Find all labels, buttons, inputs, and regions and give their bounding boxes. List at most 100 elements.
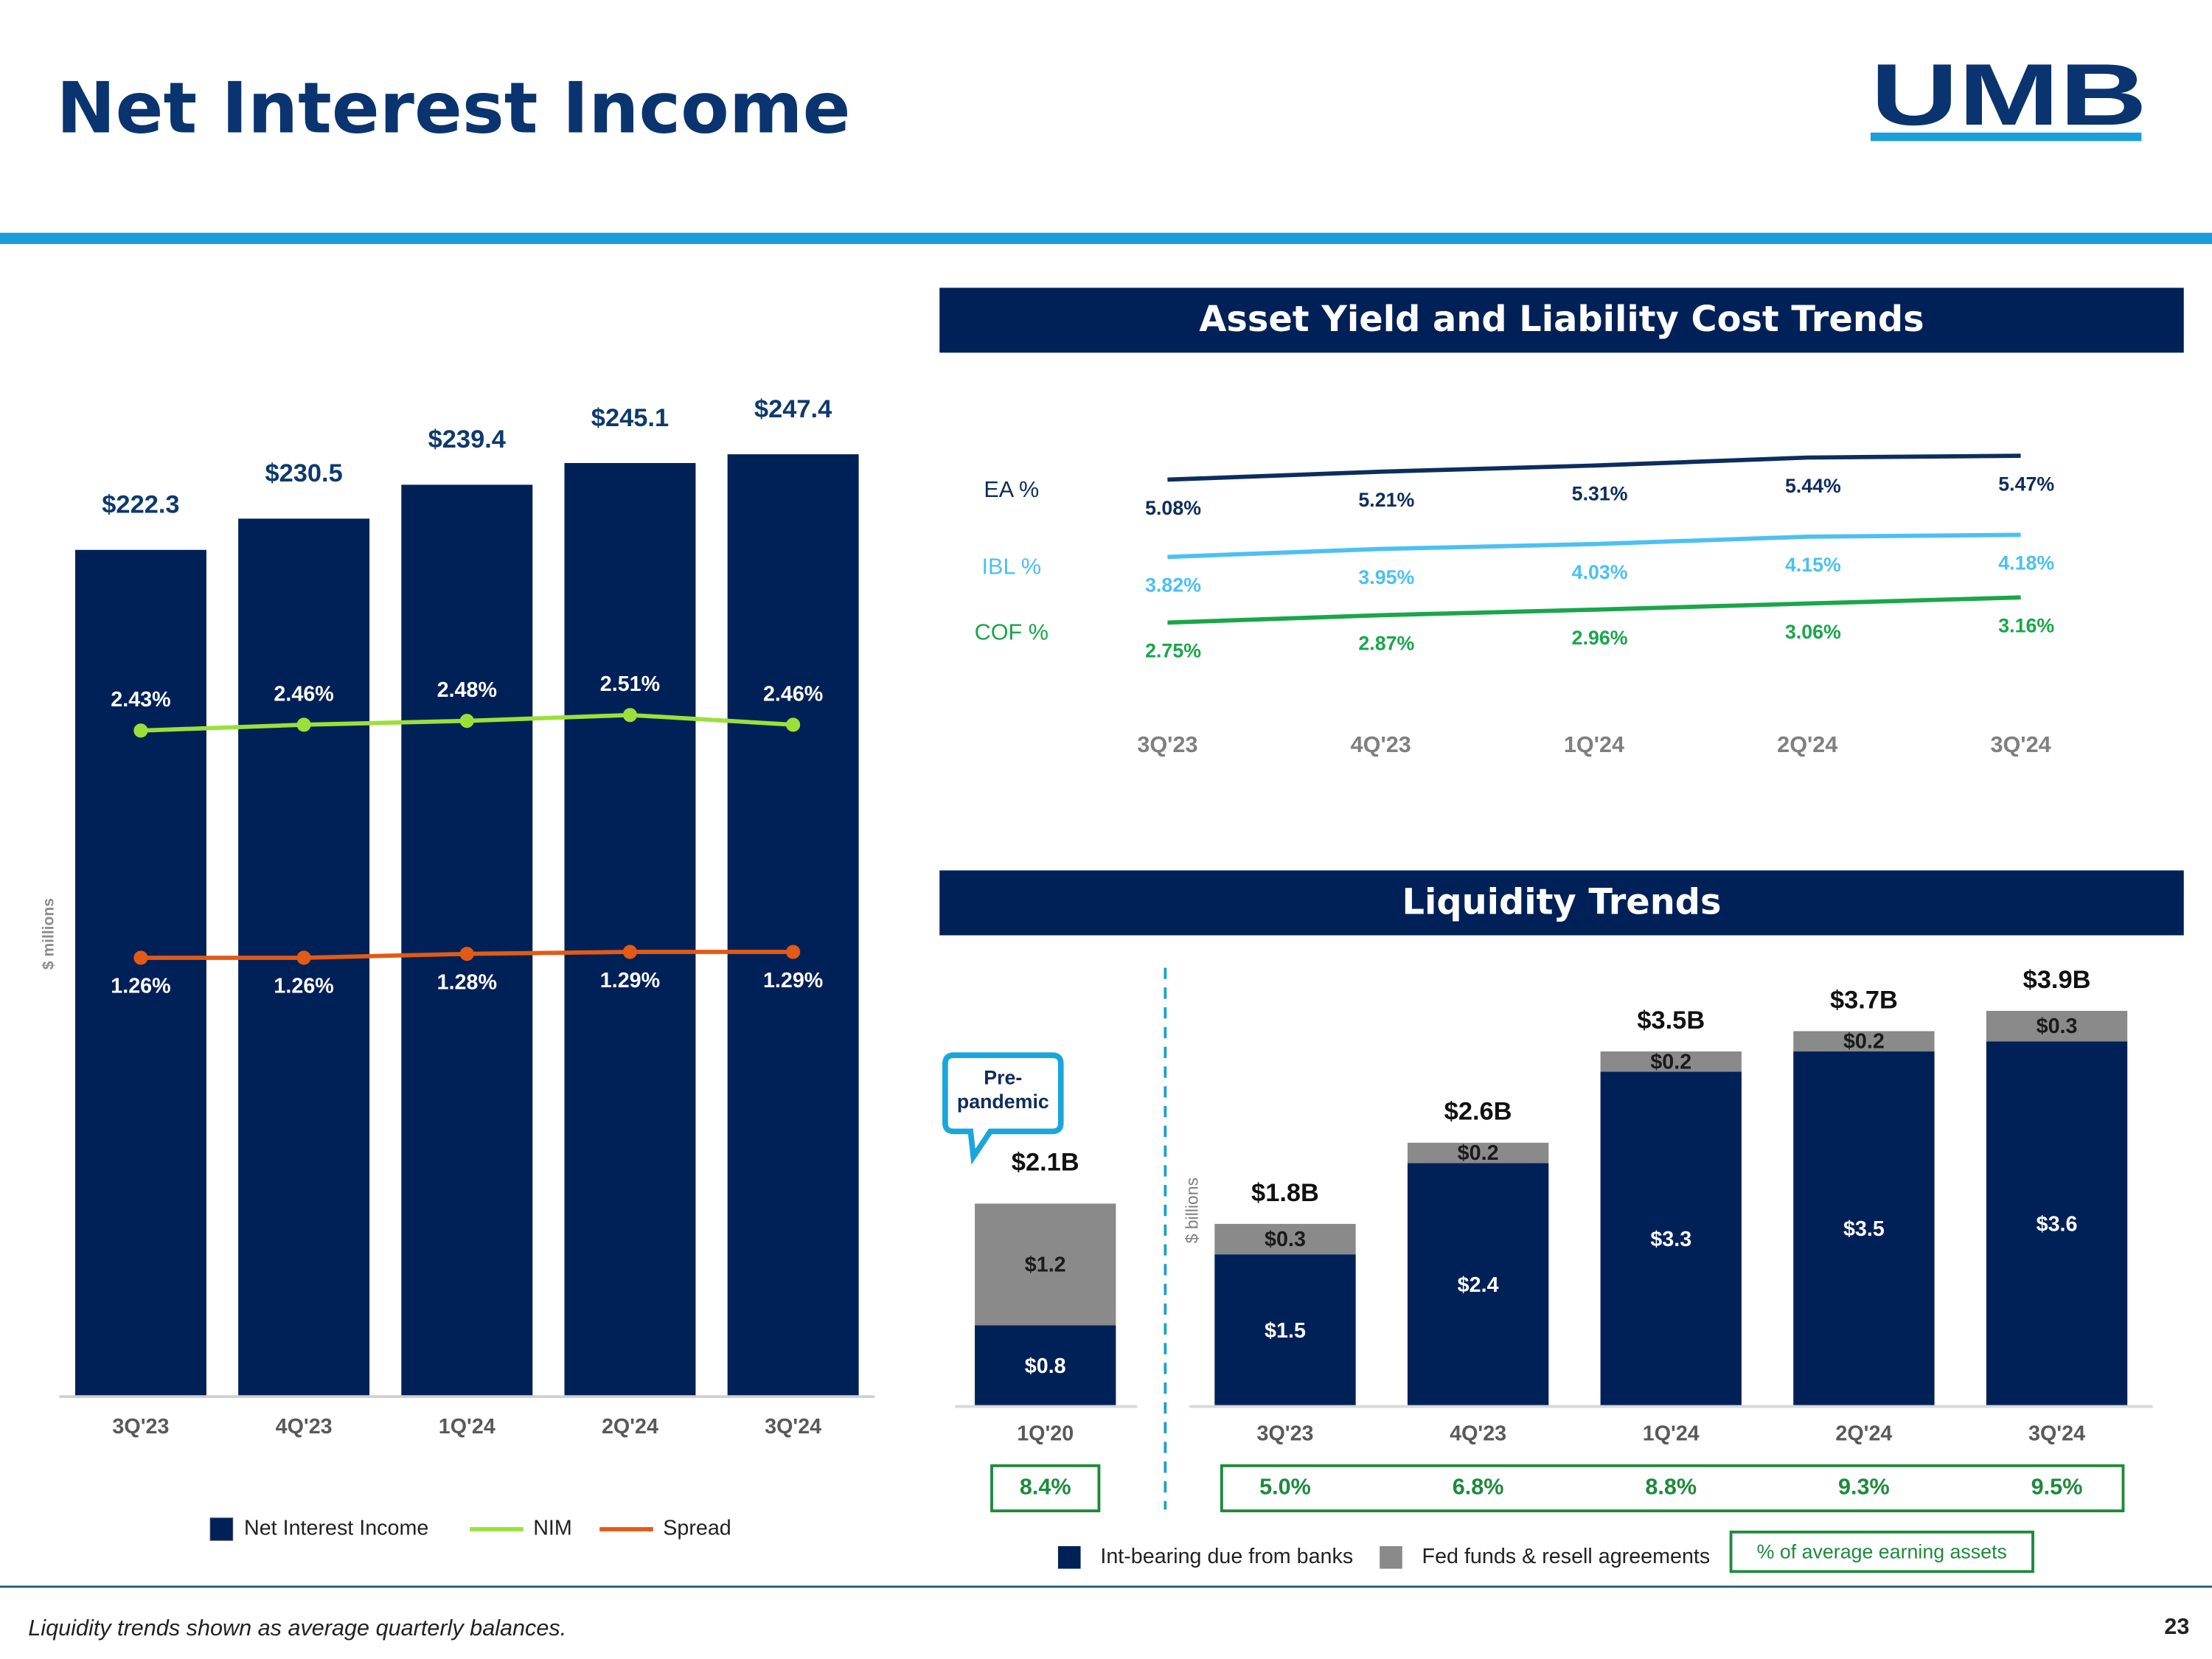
callout-text: pandemic	[957, 1091, 1049, 1113]
marker	[459, 947, 474, 961]
data-label: 1.29%	[600, 969, 660, 992]
band-title: Asset Yield and Liability Cost Trends	[1199, 299, 1924, 340]
bar	[74, 549, 206, 1397]
segment-label: $1.5	[1265, 1319, 1306, 1343]
slide-title: Net Interest Income	[57, 66, 851, 149]
total-label: $1.8B	[1251, 1179, 1319, 1207]
logo-underline	[1870, 132, 2142, 142]
total-label: $2.1B	[1012, 1149, 1079, 1177]
bar-segment	[1600, 1071, 1742, 1407]
marker	[133, 950, 148, 965]
marker	[459, 714, 474, 728]
segment-label: $2.4	[1458, 1273, 1499, 1297]
bar	[564, 462, 696, 1397]
total-label: $3.5B	[1637, 1006, 1705, 1034]
page-number: 23	[2164, 1614, 2189, 1639]
marker	[622, 708, 638, 723]
callout	[942, 1052, 1064, 1165]
share-label: 5.0%	[1259, 1475, 1311, 1500]
data-label: 5.31%	[1572, 483, 1628, 505]
data-label: 4.15%	[1785, 554, 1841, 576]
data-label: 2.87%	[1358, 633, 1414, 655]
marker	[133, 723, 148, 738]
bar-segment	[1600, 1051, 1742, 1072]
bar	[727, 454, 859, 1397]
x-tick-label: 1Q'24	[439, 1415, 495, 1439]
series-label: EA %	[984, 477, 1039, 502]
data-label: 5.44%	[1785, 475, 1841, 497]
segment-label: $3.6	[2037, 1212, 2078, 1236]
segment-label: $0.2	[1458, 1141, 1499, 1165]
marker	[786, 945, 801, 959]
data-label: 4.18%	[1998, 552, 2054, 574]
data-label: 5.47%	[1998, 473, 2054, 495]
bar-segment	[1407, 1142, 1549, 1164]
x-tick-label: 2Q'24	[1835, 1422, 1892, 1445]
data-label: 2.46%	[274, 682, 333, 706]
marker	[622, 945, 638, 959]
legend-box	[1729, 1530, 2034, 1573]
bar-segment	[1986, 1010, 2128, 1042]
share-box	[990, 1464, 1101, 1513]
legend-label: Net Interest Income	[244, 1517, 428, 1540]
data-label: 1.26%	[111, 975, 170, 998]
logo: UMB	[1871, 46, 2147, 144]
line	[1167, 532, 2021, 560]
bar-segment	[1793, 1051, 1935, 1407]
data-label: $245.1	[591, 404, 669, 432]
share-label: 6.8%	[1453, 1475, 1504, 1500]
bar-segment	[1407, 1163, 1549, 1407]
x-tick-label: 3Q'23	[1256, 1422, 1313, 1445]
x-tick-label: 4Q'23	[276, 1415, 333, 1439]
data-label: 2.46%	[763, 682, 823, 706]
bar-segment	[975, 1203, 1116, 1326]
data-label: 1.28%	[437, 970, 497, 994]
footer-rule	[0, 1585, 2212, 1588]
marker	[296, 950, 311, 965]
legend-swatch	[209, 1517, 234, 1541]
data-label: 3.82%	[1145, 574, 1201, 597]
total-label: $2.6B	[1444, 1098, 1512, 1126]
share-box	[1220, 1464, 2125, 1513]
total-label: $3.7B	[1830, 986, 1898, 1014]
x-tick-label: 4Q'23	[1351, 732, 1411, 757]
data-label: 2.48%	[437, 678, 497, 702]
data-label: 3.16%	[1998, 614, 2054, 636]
data-label: 2.96%	[1572, 627, 1628, 649]
bar-segment	[975, 1325, 1116, 1407]
data-label: $222.3	[102, 491, 179, 519]
share-label: 8.8%	[1645, 1475, 1697, 1500]
segment-label: $3.3	[1650, 1228, 1691, 1251]
legend-label: % of average earning assets	[1757, 1541, 2007, 1563]
data-label: 5.21%	[1358, 489, 1414, 511]
segment-label: $0.2	[1650, 1050, 1691, 1074]
x-tick-label: 3Q'24	[2028, 1422, 2085, 1445]
series-label: COF %	[975, 620, 1048, 645]
line	[1167, 453, 2021, 482]
series-label: IBL %	[982, 554, 1042, 580]
callout-text: Pre-	[984, 1067, 1022, 1089]
header-rule	[0, 232, 2212, 244]
bar-segment	[1214, 1254, 1356, 1407]
x-tick-label: 3Q'23	[112, 1415, 169, 1439]
data-label: $230.5	[265, 459, 342, 487]
axis-title: $ millions	[41, 898, 58, 970]
segment-label: $0.3	[1265, 1228, 1306, 1251]
line	[1167, 595, 2021, 625]
footnote: Liquidity trends shown as average quarte…	[28, 1615, 566, 1641]
data-label: 2.75%	[1145, 640, 1201, 662]
x-tick-label: 1Q'20	[1017, 1422, 1074, 1445]
title-band	[939, 870, 2184, 936]
data-label: $239.4	[428, 425, 506, 453]
x-tick-label: 1Q'24	[1643, 1422, 1700, 1445]
segment-label: $1.2	[1025, 1253, 1066, 1276]
legend-swatch	[1057, 1545, 1081, 1569]
x-tick-label: 3Q'24	[1990, 732, 2051, 757]
x-tick-label: 2Q'24	[1777, 732, 1837, 757]
axis-title: $ billions	[1183, 1178, 1202, 1243]
bar	[401, 484, 533, 1397]
x-tick-label: 2Q'24	[602, 1415, 658, 1439]
legend-label: Spread	[663, 1517, 731, 1540]
